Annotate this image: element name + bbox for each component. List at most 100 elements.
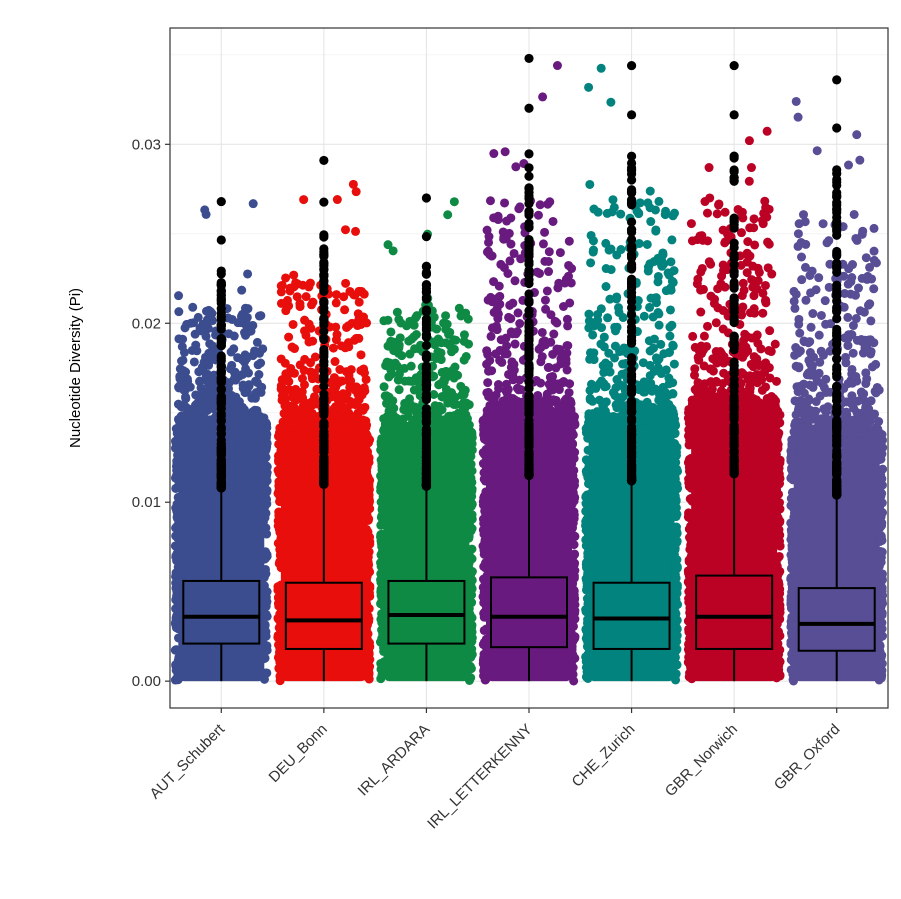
- jitter-point: [685, 463, 694, 472]
- jitter-point: [852, 314, 861, 323]
- jitter-point: [567, 647, 576, 656]
- jitter-point: [670, 209, 679, 218]
- jitter-point: [341, 225, 350, 234]
- jitter-point: [281, 306, 290, 315]
- jitter-point: [584, 518, 593, 527]
- jitter-point: [790, 509, 799, 518]
- jitter-point: [189, 318, 198, 327]
- jitter-point: [684, 625, 693, 634]
- jitter-point: [200, 205, 209, 214]
- jitter-point: [859, 389, 868, 398]
- jitter-point: [174, 633, 183, 642]
- jitter-point: [673, 599, 682, 608]
- jitter-point: [797, 253, 806, 262]
- jitter-point: [351, 227, 360, 236]
- jitter-point: [173, 511, 182, 520]
- jitter-point: [254, 370, 263, 379]
- jitter-point: [175, 417, 184, 426]
- jitter-point: [801, 240, 810, 249]
- jitter-point: [203, 370, 212, 379]
- jitter-point: [774, 650, 783, 659]
- outlier-point: [217, 477, 226, 486]
- jitter-point: [875, 386, 884, 395]
- jitter-point: [306, 358, 315, 367]
- jitter-point: [813, 377, 822, 386]
- jitter-point: [774, 630, 783, 639]
- jitter-point: [243, 269, 252, 278]
- jitter-point: [871, 360, 880, 369]
- jitter-point: [637, 385, 646, 394]
- jitter-point: [262, 440, 271, 449]
- jitter-point: [761, 298, 770, 307]
- jitter-point: [481, 542, 490, 551]
- jitter-point: [654, 197, 663, 206]
- jitter-point: [570, 477, 579, 486]
- jitter-point: [446, 426, 455, 435]
- outlier-point: [217, 338, 226, 347]
- jitter-point: [688, 332, 697, 341]
- jitter-point: [858, 230, 867, 239]
- jitter-point: [362, 475, 371, 484]
- jitter-point: [763, 238, 772, 247]
- jitter-point: [378, 531, 387, 540]
- jitter-point: [667, 235, 676, 244]
- jitter-point: [172, 471, 181, 480]
- jitter-point: [656, 417, 665, 426]
- jitter-point: [538, 92, 547, 101]
- jitter-point: [806, 348, 815, 357]
- jitter-point: [247, 321, 256, 330]
- jitter-point: [789, 676, 798, 685]
- jitter-point: [749, 362, 758, 371]
- outlier-point-max: [217, 197, 226, 206]
- jitter-point: [304, 282, 313, 291]
- jitter-point: [583, 651, 592, 660]
- jitter-point: [500, 198, 509, 207]
- jitter-point: [511, 340, 520, 349]
- jitter-point: [540, 228, 549, 237]
- jitter-point: [496, 260, 505, 269]
- jitter-point: [876, 657, 885, 666]
- jitter-point: [636, 400, 645, 409]
- jitter-point: [333, 330, 342, 339]
- jitter-point: [867, 396, 876, 405]
- jitter-point: [774, 440, 783, 449]
- jitter-point: [664, 374, 673, 383]
- jitter-point: [775, 464, 784, 473]
- jitter-point: [801, 296, 810, 305]
- jitter-point: [204, 361, 213, 370]
- jitter-point: [585, 355, 594, 364]
- jitter-point: [502, 234, 511, 243]
- jitter-point: [567, 570, 576, 579]
- jitter-point: [749, 223, 758, 232]
- jitter-point: [670, 628, 679, 637]
- jitter-point: [465, 661, 474, 670]
- jitter-point: [244, 380, 253, 389]
- jitter-point: [684, 478, 693, 487]
- jitter-point: [875, 665, 884, 674]
- jitter-point: [570, 549, 579, 558]
- jitter-point: [511, 329, 520, 338]
- jitter-point: [504, 385, 513, 394]
- jitter-point: [659, 349, 668, 358]
- jitter-point: [467, 460, 476, 469]
- jitter-point: [761, 203, 770, 212]
- outlier-point: [319, 327, 328, 336]
- jitter-point: [763, 127, 772, 136]
- jitter-point: [582, 586, 591, 595]
- jitter-point: [664, 400, 673, 409]
- jitter-point: [256, 383, 265, 392]
- jitter-point: [280, 409, 289, 418]
- jitter-point: [758, 386, 767, 395]
- jitter-point: [862, 253, 871, 262]
- jitter-point: [665, 323, 674, 332]
- outlier-point: [319, 473, 328, 482]
- jitter-point: [705, 193, 714, 202]
- jitter-point: [435, 336, 444, 345]
- jitter-point: [546, 395, 555, 404]
- jitter-point: [248, 407, 257, 416]
- jitter-point: [482, 651, 491, 660]
- jitter-point: [480, 447, 489, 456]
- jitter-point: [181, 394, 190, 403]
- jitter-point: [789, 542, 798, 551]
